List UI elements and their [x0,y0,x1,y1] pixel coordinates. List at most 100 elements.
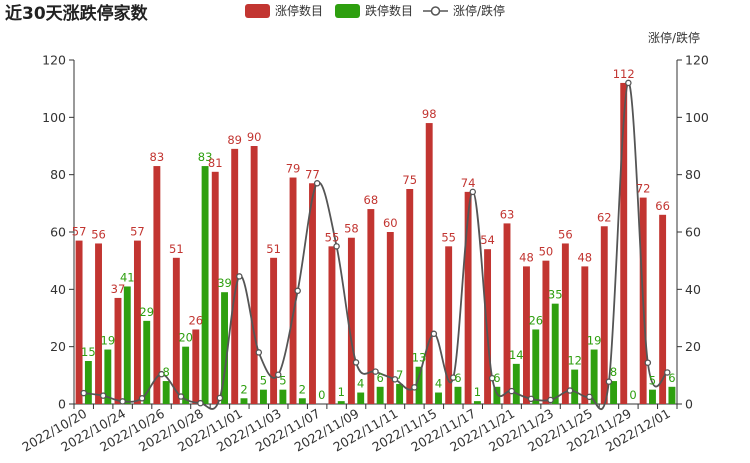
ratio-line-layer [80,79,671,411]
legend-item-limit-up[interactable]: 涨停数目 [245,3,323,18]
limit-down-bar [396,383,404,404]
left-tick-label: 100 [42,110,66,125]
limit-up-label: 48 [519,250,534,264]
limit-up-bar [503,223,511,404]
limit-down-bar [84,361,92,404]
ratio-point [605,378,613,385]
limit-up-bar [523,266,530,404]
right-tick-label: 0 [685,397,693,412]
limit-down-bar [143,320,151,404]
limit-up-label: 79 [286,162,301,176]
right-tick-label: 40 [685,282,701,297]
limit-up-label: 51 [266,242,281,256]
legend-item-ratio[interactable]: 涨停/跌停 [423,3,505,18]
limit-up-label: 37 [111,282,126,296]
left-tick-label: 120 [42,53,66,68]
limit-down-label: 4 [357,377,364,391]
limit-up-label: 55 [325,230,340,244]
limit-up-label: 74 [461,176,476,190]
limit-up-label: 83 [150,150,165,164]
limit-up-label: 75 [402,173,417,187]
right-tick-label: 100 [685,110,709,125]
limit-down-bar [104,349,112,404]
limit-down-label: 35 [548,288,563,302]
limit-up-bar [250,146,258,404]
limit-up-label: 68 [364,193,379,207]
limit-down-label: 13 [412,351,427,365]
ratio-point [625,79,632,87]
legend-swatch-limit-down [335,4,360,18]
ratio-point [450,374,457,381]
limit-up-bar [600,226,608,404]
limit-down-bar [259,389,267,404]
limit-down-bar [649,389,656,404]
limit-up-label: 60 [383,216,398,230]
legend[interactable]: 涨停数目 跌停数目 涨停/跌停 [245,3,505,18]
legend-label-ratio: 涨停/跌停 [453,3,505,18]
limit-down-bar [182,346,190,404]
ratio-point [177,393,185,400]
limit-up-bar [620,82,628,404]
limit-up-label: 57 [130,225,145,239]
limit-down-bar [473,401,481,404]
ratio-point [527,395,535,403]
limit-up-label: 77 [305,167,320,181]
left-tick-label: 80 [50,167,66,182]
limit-up-bar [425,123,433,405]
ratio-point [158,370,165,378]
limit-up-bar [581,266,589,404]
limit-down-label: 5 [279,374,286,388]
limit-up-label: 50 [539,245,554,259]
limit-up-bar [386,232,394,404]
limit-down-bar [532,329,540,404]
limit-up-label: 66 [655,199,670,213]
ratio-point [586,393,593,401]
limit-up-bar [367,209,375,404]
legend-label-limit-down: 跌停数目 [365,3,413,18]
limit-down-label: 1 [338,385,345,399]
limit-down-label: 39 [217,276,232,290]
limit-down-label: 26 [528,313,543,327]
legend-marker-ratio [430,6,441,16]
ratio-point [236,273,243,280]
limit-up-label: 112 [613,67,635,81]
limit-down-bar [493,386,501,404]
limit-down-label: 8 [610,365,617,379]
limit-up-bar [172,257,180,404]
limit-down-bar [610,381,618,404]
limit-up-bar [114,297,122,404]
right-tick-label: 120 [685,53,709,68]
limit-up-bar [289,177,297,404]
ratio-point [294,287,301,295]
limit-up-bar [445,246,453,404]
limit-up-bar [561,243,569,404]
ratio-point [430,330,438,338]
limit-up-label: 98 [422,107,437,121]
ratio-point [547,396,554,404]
limit-up-label: 56 [91,227,106,241]
limit-down-bar [512,363,520,404]
ratio-point [508,387,515,395]
limit-up-label: 62 [597,210,612,224]
limit-down-label: 5 [649,374,656,388]
limit-down-label: 6 [376,371,383,385]
limit-up-bar [347,237,355,404]
limit-up-label: 72 [636,182,651,196]
limit-up-label: 48 [577,250,592,264]
limit-down-bar [240,398,248,404]
left-tick-label: 40 [50,282,66,297]
ratio-point [469,188,477,196]
ratio-point [566,387,574,394]
legend-label-limit-up: 涨停数目 [275,3,323,18]
limit-up-label: 51 [169,242,184,256]
ratio-point [197,399,204,407]
limit-up-bar [192,329,200,404]
limit-up-label: 81 [208,156,223,170]
ratio-point [411,384,418,391]
legend-item-limit-down[interactable]: 跌停数目 [335,3,413,18]
left-tick-label: 60 [50,225,66,240]
limit-up-bar [464,191,472,404]
ratio-point [391,376,399,383]
limit-up-bar [406,189,414,404]
limit-up-label: 58 [344,222,359,236]
